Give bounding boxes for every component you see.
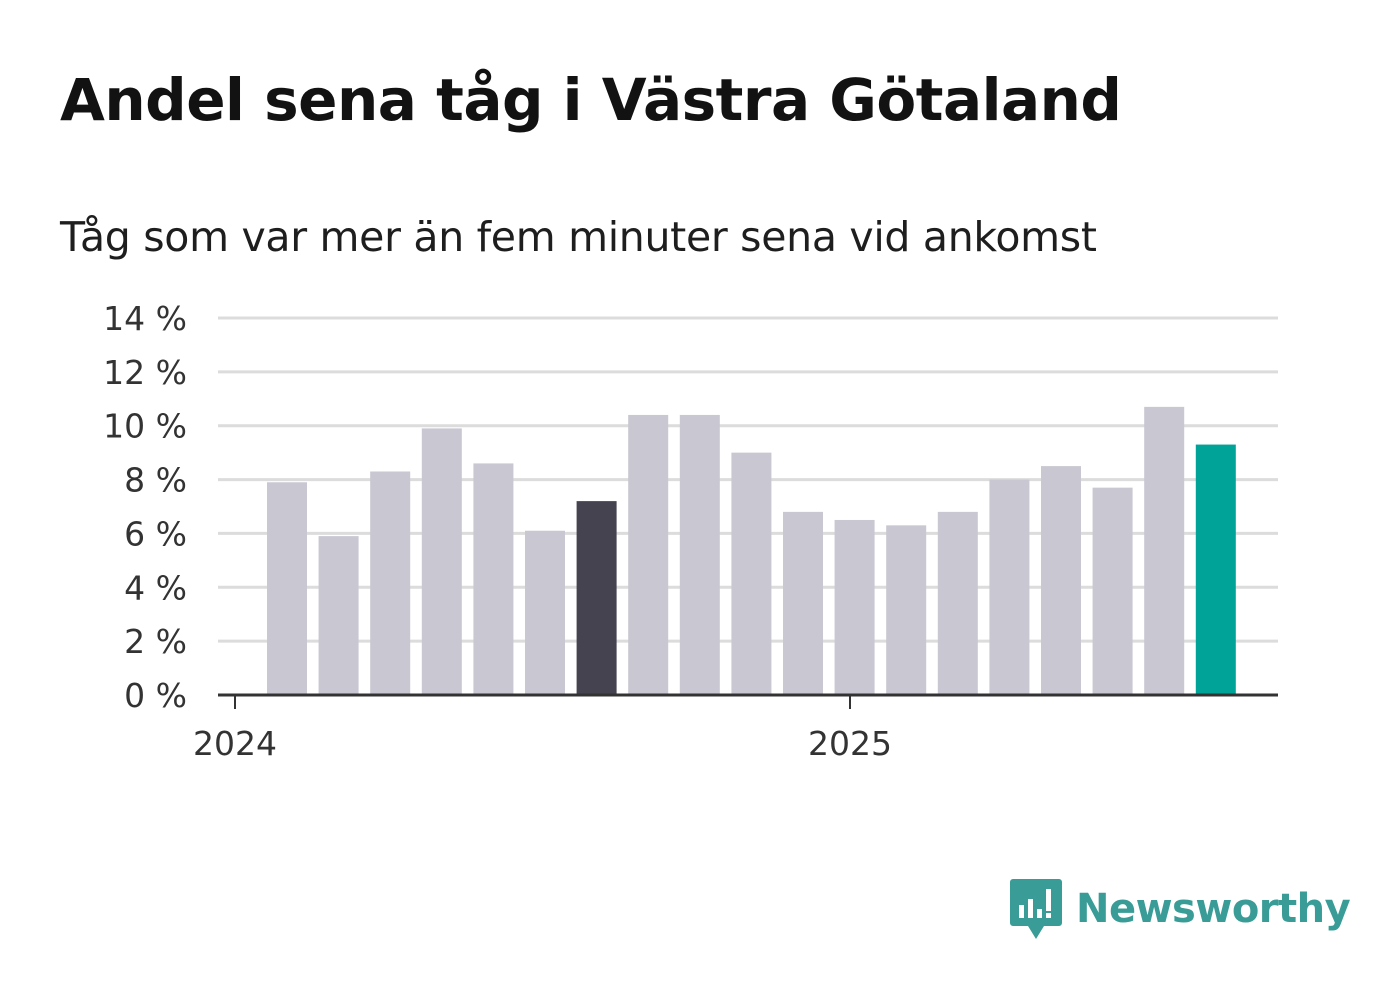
y-axis-labels: 0 % 2 % 4 % 6 % 8 % 10 % 12 % 14 % — [103, 299, 187, 715]
bar — [937, 511, 978, 695]
bar — [370, 471, 411, 695]
x-tick-label: 2024 — [193, 724, 277, 763]
bar — [1041, 466, 1081, 695]
chart-title: Andel sena tåg i Västra Götaland — [60, 66, 1122, 134]
x-axis-labels: 2024 2025 — [193, 724, 892, 763]
y-tick-label: 12 % — [103, 353, 187, 392]
y-tick-label: 6 % — [124, 514, 187, 553]
bar — [783, 511, 823, 695]
bar — [1144, 406, 1185, 695]
bars — [267, 406, 1236, 695]
bar — [628, 414, 669, 695]
bar — [421, 428, 462, 695]
y-tick-label: 0 % — [124, 676, 187, 715]
bar — [473, 463, 514, 695]
newsworthy-logo-icon — [1010, 879, 1062, 939]
bar — [731, 452, 772, 695]
bar — [318, 536, 359, 695]
y-tick-label: 4 % — [124, 568, 187, 607]
bar — [989, 479, 1030, 695]
bar — [679, 414, 720, 695]
x-tick-label: 2025 — [808, 724, 892, 763]
brand-name: Newsworthy — [1076, 886, 1351, 932]
bar — [1195, 444, 1236, 695]
bar — [834, 519, 875, 695]
y-tick-label: 10 % — [103, 407, 187, 446]
newsworthy-logo: Newsworthy — [1010, 878, 1351, 940]
y-tick-label: 2 % — [124, 622, 187, 661]
bar — [886, 525, 927, 695]
x-axis — [218, 693, 1278, 709]
chart-subtitle: Tåg som var mer än fem minuter sena vid … — [60, 213, 1097, 261]
y-tick-label: 8 % — [124, 461, 187, 500]
bar — [525, 530, 565, 695]
bar — [1092, 487, 1133, 695]
y-tick-label: 14 % — [103, 299, 187, 338]
bar — [267, 482, 307, 695]
bar — [576, 501, 617, 695]
